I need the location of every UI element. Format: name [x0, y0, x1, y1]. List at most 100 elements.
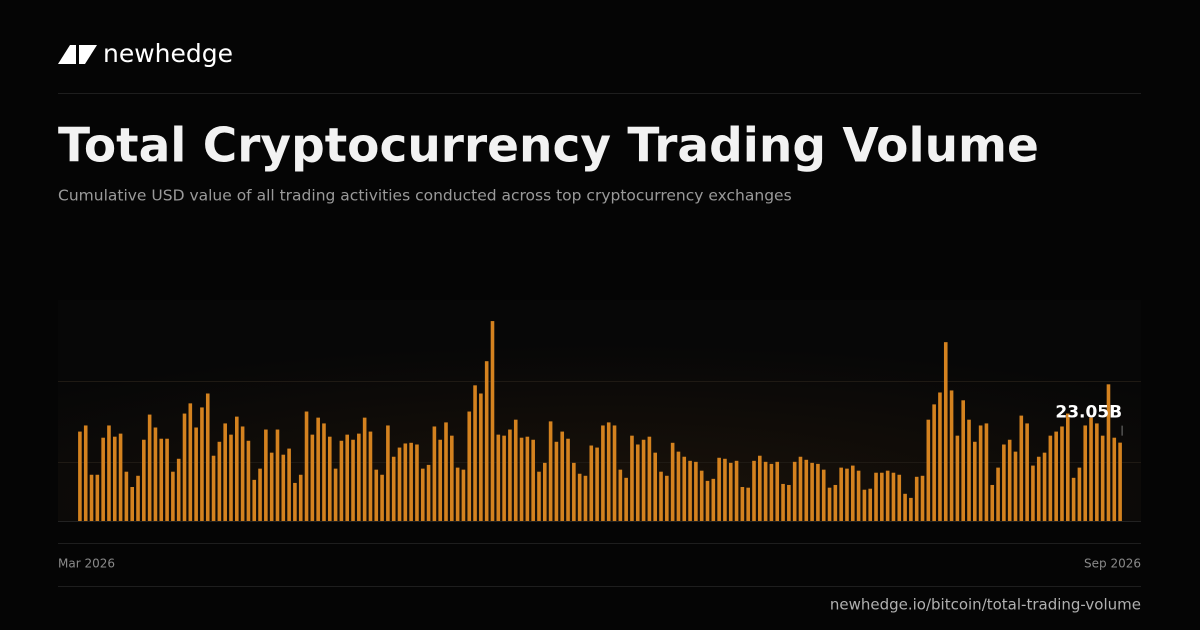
bar	[763, 461, 768, 521]
bar	[589, 445, 594, 521]
bar	[1002, 444, 1006, 521]
bar	[142, 439, 146, 521]
bar	[624, 477, 628, 521]
bar	[484, 361, 489, 521]
bar	[229, 434, 233, 521]
bar	[816, 463, 820, 521]
bar	[287, 448, 291, 521]
bar	[926, 419, 931, 521]
bar	[833, 484, 838, 521]
bar	[1019, 415, 1024, 521]
bar	[868, 488, 873, 521]
bar	[176, 458, 181, 521]
bar	[1077, 467, 1082, 521]
bar	[205, 393, 210, 521]
bar	[432, 426, 437, 521]
bar	[752, 460, 756, 521]
bar	[996, 467, 1000, 521]
bar	[798, 456, 803, 521]
bar	[1118, 442, 1122, 521]
bar	[147, 414, 152, 521]
bar	[827, 487, 832, 521]
bar	[513, 419, 518, 521]
bar	[339, 440, 344, 521]
bar	[845, 468, 849, 521]
bar	[984, 423, 989, 521]
bar	[293, 482, 297, 521]
bar	[450, 435, 454, 521]
bar	[368, 431, 373, 521]
bar	[455, 467, 460, 521]
bar	[112, 436, 117, 521]
bar	[583, 475, 588, 521]
bar	[269, 452, 274, 521]
bar	[83, 425, 88, 521]
bar	[1031, 465, 1035, 521]
bar	[949, 390, 954, 521]
bar	[461, 469, 466, 521]
bar	[1025, 423, 1029, 521]
bar	[612, 425, 617, 521]
bar	[153, 427, 158, 521]
bar	[955, 435, 960, 521]
bar	[967, 419, 971, 521]
bar	[821, 469, 826, 521]
chart-title: Total Cryptocurrency Trading Volume	[58, 119, 1039, 174]
bar	[165, 438, 169, 521]
bar	[136, 475, 140, 521]
bar	[903, 493, 907, 521]
bar	[874, 472, 878, 521]
bar	[490, 321, 495, 521]
bar	[717, 457, 721, 521]
bar	[699, 470, 704, 521]
bar	[380, 474, 384, 521]
bar	[688, 460, 692, 521]
bar	[531, 439, 535, 521]
bar	[264, 429, 268, 521]
bar	[386, 425, 390, 521]
bar	[682, 456, 687, 521]
bar	[542, 462, 547, 521]
bar	[601, 425, 605, 521]
bar	[566, 438, 570, 521]
bar	[856, 470, 861, 521]
bar	[496, 434, 501, 521]
bar	[502, 435, 506, 521]
bar	[223, 423, 227, 521]
x-tick-label: Mar 2026	[58, 557, 115, 571]
bar	[415, 444, 419, 521]
bar	[897, 474, 902, 521]
bar	[641, 439, 646, 521]
bar	[850, 465, 855, 521]
bar	[769, 463, 774, 521]
bar	[1036, 456, 1041, 521]
value-label: 23.05B	[1055, 403, 1122, 423]
bar	[327, 436, 332, 521]
bar	[444, 422, 448, 521]
x-tick-label: Sep 2026	[1084, 557, 1141, 571]
bar	[787, 484, 791, 521]
bar	[740, 487, 745, 521]
bar	[885, 470, 890, 521]
bar	[200, 407, 204, 521]
logo-icon	[58, 45, 97, 64]
bar	[606, 422, 611, 521]
bar	[920, 475, 925, 521]
bar	[171, 471, 175, 521]
brand: newhedge	[103, 39, 233, 68]
bar	[572, 462, 576, 521]
bar	[258, 468, 262, 521]
bar	[537, 471, 541, 521]
bar	[397, 447, 402, 521]
bar	[351, 439, 355, 521]
bar	[932, 404, 936, 521]
bar	[1089, 417, 1093, 521]
bar	[1060, 426, 1064, 521]
bar	[246, 440, 251, 521]
bar	[78, 431, 82, 521]
bar	[659, 471, 663, 521]
bar	[124, 471, 129, 521]
bar	[525, 436, 530, 521]
bar	[670, 442, 675, 521]
